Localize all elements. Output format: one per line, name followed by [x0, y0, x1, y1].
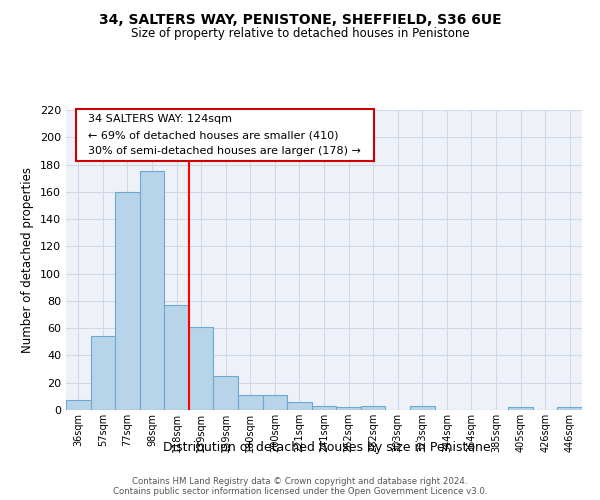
- Bar: [336, 408, 361, 410]
- Text: 34, SALTERS WAY, PENISTONE, SHEFFIELD, S36 6UE: 34, SALTERS WAY, PENISTONE, SHEFFIELD, S…: [98, 12, 502, 26]
- Bar: [214, 376, 238, 410]
- Bar: [263, 395, 287, 410]
- Bar: [189, 327, 214, 410]
- Bar: [164, 305, 189, 410]
- Bar: [508, 408, 533, 410]
- Bar: [238, 395, 263, 410]
- Text: Distribution of detached houses by size in Penistone: Distribution of detached houses by size …: [163, 441, 491, 454]
- Bar: [115, 192, 140, 410]
- Text: Contains public sector information licensed under the Open Government Licence v3: Contains public sector information licen…: [113, 486, 487, 496]
- Text: 34 SALTERS WAY: 124sqm  
  ← 69% of detached houses are smaller (410)  
  30% of: 34 SALTERS WAY: 124sqm ← 69% of detached…: [82, 114, 368, 156]
- Bar: [312, 406, 336, 410]
- Bar: [140, 172, 164, 410]
- Bar: [557, 408, 582, 410]
- Y-axis label: Number of detached properties: Number of detached properties: [22, 167, 34, 353]
- Bar: [66, 400, 91, 410]
- Bar: [361, 406, 385, 410]
- Bar: [410, 406, 434, 410]
- Bar: [287, 402, 312, 410]
- Bar: [91, 336, 115, 410]
- Text: Size of property relative to detached houses in Penistone: Size of property relative to detached ho…: [131, 28, 469, 40]
- Text: Contains HM Land Registry data © Crown copyright and database right 2024.: Contains HM Land Registry data © Crown c…: [132, 476, 468, 486]
